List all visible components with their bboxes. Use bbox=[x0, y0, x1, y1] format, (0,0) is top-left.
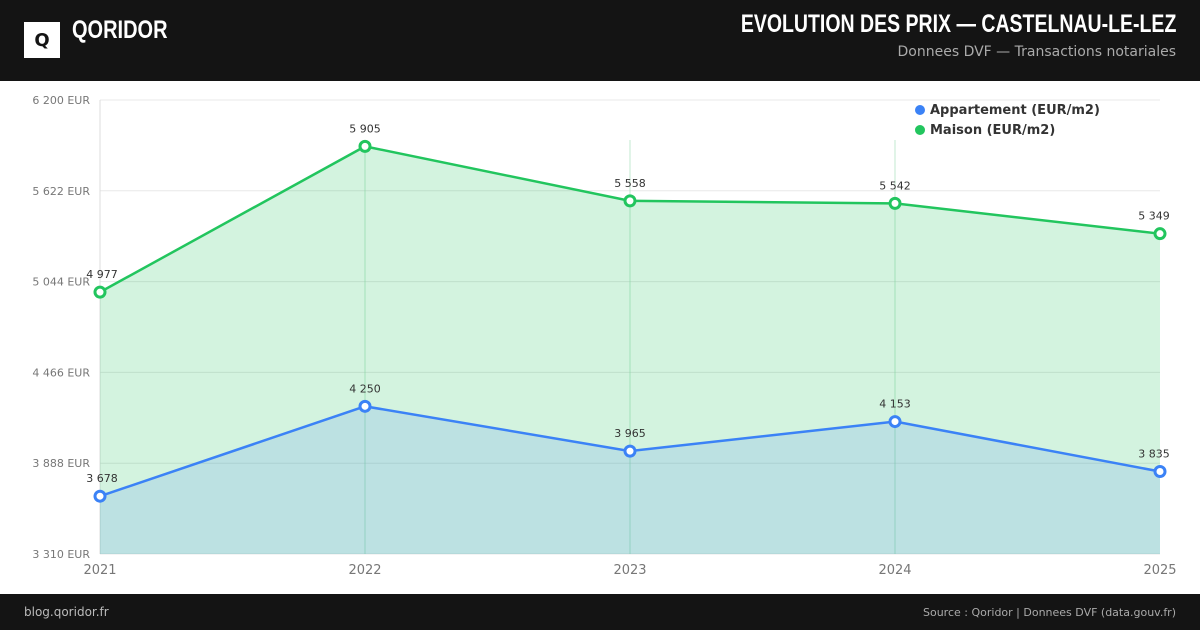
data-point bbox=[1153, 227, 1167, 241]
data-label: 5 349 bbox=[1138, 210, 1170, 223]
footer-source: Source : Qoridor | Donnees DVF (data.gou… bbox=[923, 606, 1176, 619]
footer-site[interactable]: blog.qoridor.fr bbox=[24, 605, 109, 619]
data-point bbox=[358, 399, 372, 413]
data-point bbox=[623, 194, 637, 208]
y-tick-label: 5 044 EUR bbox=[32, 276, 90, 289]
data-label: 3 835 bbox=[1138, 448, 1170, 461]
footer: blog.qoridor.fr Source : Qoridor | Donne… bbox=[0, 594, 1200, 630]
data-point bbox=[888, 196, 902, 210]
y-tick-label: 3 888 EUR bbox=[32, 457, 90, 470]
data-label: 3 678 bbox=[86, 472, 118, 485]
y-tick-label: 4 466 EUR bbox=[32, 366, 90, 379]
data-label: 4 250 bbox=[349, 382, 381, 395]
legend-label: Maison (EUR/m2) bbox=[930, 123, 1055, 138]
data-point bbox=[93, 285, 107, 299]
x-tick-label: 2024 bbox=[878, 563, 911, 578]
logo-icon: Q bbox=[24, 22, 60, 58]
chart-title: EVOLUTION DES PRIX — CASTELNAU-LE-LEZ bbox=[740, 10, 1176, 38]
x-tick-label: 2021 bbox=[83, 563, 116, 578]
header: Q QORIDOR EVOLUTION DES PRIX — CASTELNAU… bbox=[0, 0, 1200, 81]
data-point bbox=[1153, 465, 1167, 479]
x-tick-label: 2025 bbox=[1143, 563, 1176, 578]
data-point bbox=[888, 415, 902, 429]
chart-subtitle: Donnees DVF — Transactions notariales bbox=[897, 44, 1177, 60]
data-label: 5 905 bbox=[349, 122, 381, 135]
y-tick-label: 6 200 EUR bbox=[32, 94, 90, 107]
data-point bbox=[358, 139, 372, 153]
legend-marker bbox=[915, 105, 925, 115]
data-point bbox=[623, 444, 637, 458]
legend-marker bbox=[915, 125, 925, 135]
data-label: 5 558 bbox=[614, 177, 646, 190]
area-appartement bbox=[100, 406, 1160, 554]
area-maison bbox=[100, 146, 1160, 554]
data-label: 5 542 bbox=[879, 179, 911, 192]
data-label: 4 153 bbox=[879, 398, 911, 411]
data-point bbox=[93, 489, 107, 503]
y-tick-label: 5 622 EUR bbox=[32, 185, 90, 198]
y-tick-label: 3 310 EUR bbox=[32, 548, 90, 561]
brand-name: QORIDOR bbox=[72, 16, 168, 44]
legend-label: Appartement (EUR/m2) bbox=[930, 103, 1100, 118]
data-label: 4 977 bbox=[86, 268, 118, 281]
x-tick-label: 2023 bbox=[613, 563, 646, 578]
data-label: 3 965 bbox=[614, 427, 646, 440]
x-tick-label: 2022 bbox=[348, 563, 381, 578]
